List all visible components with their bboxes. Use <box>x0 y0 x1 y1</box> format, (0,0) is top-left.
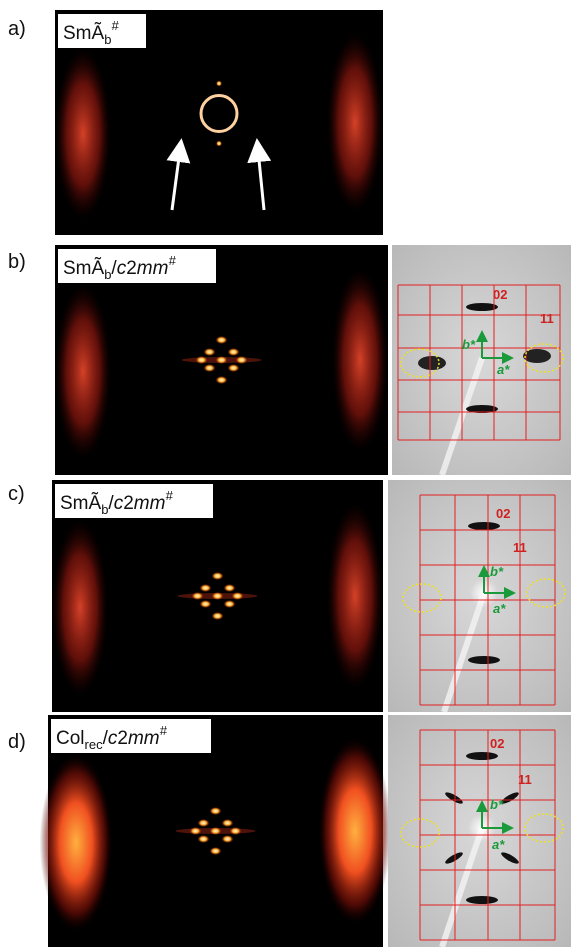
diffuse-band <box>327 503 383 689</box>
reciprocal-vector: a* <box>497 362 510 377</box>
miller-index: 02 <box>493 287 507 302</box>
reflection-dark <box>466 896 498 904</box>
title-part: SmÃ <box>60 492 102 514</box>
reciprocal-vector: b* <box>490 564 504 579</box>
miller-index: 11 <box>540 311 554 326</box>
reflection <box>212 612 224 620</box>
panel-label: d) <box>8 731 26 753</box>
diffuse-band <box>40 754 113 930</box>
title-part: SmÃ <box>63 22 105 44</box>
miller-index: 11 <box>513 540 527 555</box>
title-part: c <box>117 258 127 279</box>
title-part: 2 <box>126 258 137 279</box>
reflection <box>216 376 228 384</box>
reflection <box>216 336 228 344</box>
reflection <box>232 592 244 600</box>
reciprocal-vector: b* <box>490 797 504 812</box>
miller-index: 02 <box>490 736 504 751</box>
miller-index: 11 <box>518 772 532 787</box>
diffuse-band <box>55 48 111 219</box>
reflection <box>228 348 240 356</box>
title-part: c <box>108 728 118 749</box>
reflection <box>236 356 248 364</box>
title-part: SmÃ <box>63 257 105 279</box>
reflection <box>222 819 234 827</box>
reflection <box>204 348 216 356</box>
reciprocal-vector: b* <box>462 337 476 352</box>
reciprocal-vector: a* <box>492 837 505 852</box>
reflection-dark <box>466 752 498 760</box>
title-part: mm <box>137 258 169 279</box>
reflection <box>224 584 236 592</box>
miller-index: 02 <box>496 506 510 521</box>
reflection <box>212 572 224 580</box>
panel-title: SmÃb/c2mm# <box>60 488 173 517</box>
diffuse-band <box>327 33 383 213</box>
panel-label: b) <box>8 251 26 273</box>
reflection-dark <box>468 522 500 530</box>
title-part: b <box>104 32 111 47</box>
reciprocal-vector: a* <box>493 601 506 616</box>
title-part: 2 <box>123 493 134 514</box>
reflection <box>200 584 212 592</box>
title-part: rec <box>85 737 104 752</box>
reflection <box>224 600 236 608</box>
title-part: 2 <box>117 728 128 749</box>
diffuse-band <box>52 519 108 695</box>
reflection <box>196 356 208 364</box>
reflection <box>228 364 240 372</box>
figure: a)SmÃb#b)SmÃb/c2mm#0211b*a*c)SmÃb/c2mm#0… <box>0 0 571 947</box>
title-part: # <box>160 723 168 738</box>
reflection-dark <box>466 303 498 311</box>
panel-title: SmÃb# <box>63 18 119 47</box>
title-part: mm <box>128 728 160 749</box>
reflection <box>200 600 212 608</box>
reflection-dark <box>523 349 551 363</box>
panel-title: SmÃb/c2mm# <box>63 253 176 282</box>
title-part: # <box>111 18 119 33</box>
title-part: c <box>114 493 124 514</box>
title-part: # <box>165 488 173 503</box>
reflection <box>216 356 228 364</box>
panel-label: c) <box>8 483 25 505</box>
spot <box>216 141 222 147</box>
title-part: # <box>168 253 176 268</box>
reflection-dark <box>418 356 446 370</box>
reflection-dark <box>468 656 500 664</box>
panel-label: a) <box>8 18 26 40</box>
reflection <box>192 592 204 600</box>
reflection <box>204 364 216 372</box>
diffuse-band <box>319 738 392 924</box>
diffuse-band <box>55 284 111 459</box>
title-part: Col <box>56 728 85 749</box>
reflection <box>198 819 210 827</box>
title-part: b <box>101 502 108 517</box>
reflection <box>210 807 222 815</box>
reflection <box>190 827 202 835</box>
reflection <box>222 835 234 843</box>
reflection <box>198 835 210 843</box>
diffuse-band <box>332 268 388 452</box>
panel-title: Colrec/c2mm# <box>56 723 168 752</box>
title-part: mm <box>134 493 166 514</box>
reflection <box>230 827 242 835</box>
title-part: b <box>104 267 111 282</box>
reflection <box>212 592 224 600</box>
reflection <box>210 847 222 855</box>
spot <box>216 81 222 87</box>
reflection <box>210 827 222 835</box>
